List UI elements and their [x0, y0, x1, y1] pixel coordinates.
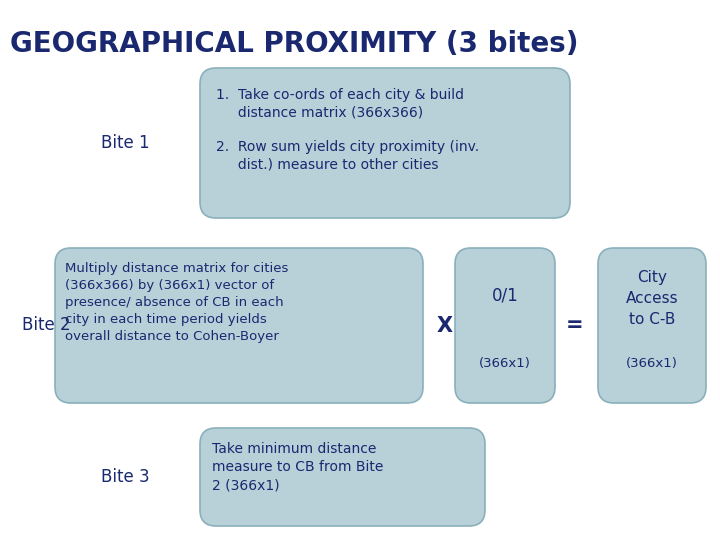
- Text: 2.  Row sum yields city proximity (inv.: 2. Row sum yields city proximity (inv.: [216, 140, 479, 154]
- Text: (366x1): (366x1): [626, 356, 678, 369]
- Text: dist.) measure to other cities: dist.) measure to other cities: [216, 158, 438, 172]
- Text: Bite 1: Bite 1: [101, 134, 149, 152]
- Text: GEOGRAPHICAL PROXIMITY (3 bites): GEOGRAPHICAL PROXIMITY (3 bites): [10, 30, 578, 58]
- Text: 0/1: 0/1: [492, 287, 518, 305]
- Text: Bite 3: Bite 3: [101, 468, 149, 486]
- Text: (366x1): (366x1): [479, 356, 531, 369]
- FancyBboxPatch shape: [598, 248, 706, 403]
- FancyBboxPatch shape: [200, 68, 570, 218]
- FancyBboxPatch shape: [200, 428, 485, 526]
- Text: City
Access
to C-B: City Access to C-B: [626, 270, 678, 327]
- Text: Take minimum distance
measure to CB from Bite
2 (366x1): Take minimum distance measure to CB from…: [212, 442, 383, 493]
- Text: 1.  Take co-ords of each city & build: 1. Take co-ords of each city & build: [216, 88, 464, 102]
- Text: =: =: [566, 315, 584, 335]
- Text: X: X: [437, 315, 453, 335]
- Text: Bite 2: Bite 2: [22, 316, 71, 334]
- FancyBboxPatch shape: [55, 248, 423, 403]
- FancyBboxPatch shape: [455, 248, 555, 403]
- Text: Multiply distance matrix for cities
(366x366) by (366x1) vector of
presence/ abs: Multiply distance matrix for cities (366…: [65, 262, 289, 343]
- Text: distance matrix (366x366): distance matrix (366x366): [216, 106, 423, 120]
